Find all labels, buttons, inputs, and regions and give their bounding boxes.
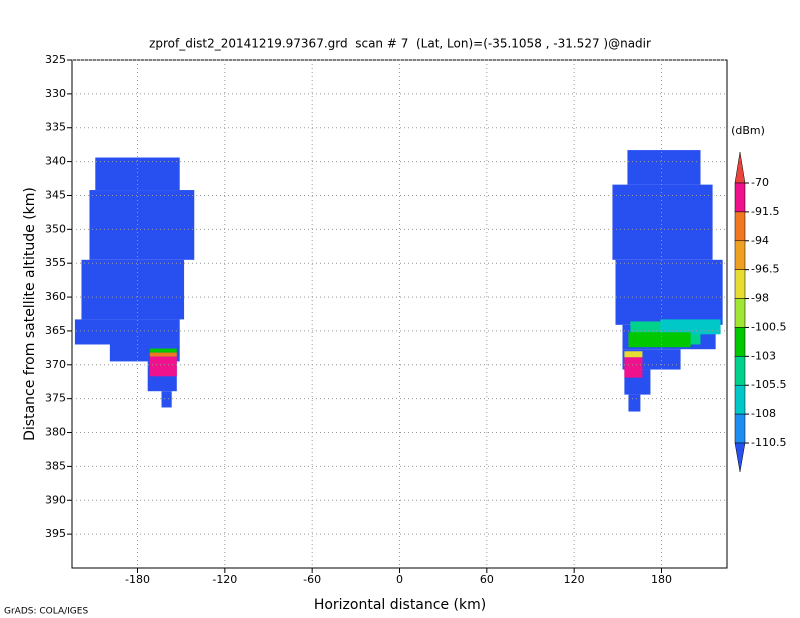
y-tick-label: 385 [45,459,66,472]
x-tick-label: 180 [651,573,672,586]
colorbar-label: (dBm) [731,124,765,137]
colorbar-segment [734,442,746,473]
y-tick-label: 380 [45,426,66,439]
cell [95,157,180,191]
colorbar-tick-label: -110.5 [751,436,786,449]
cell [660,319,721,335]
y-tick-label: 350 [45,222,66,235]
colorbar-tick-label: -105.5 [751,378,786,391]
x-tick-label: -120 [212,573,237,586]
colorbar-segment [734,151,746,184]
x-tick-label: -60 [303,573,321,586]
y-tick-label: 335 [45,121,66,134]
y-tick-label: 375 [45,392,66,405]
colorbar-tick-label: -70 [751,176,769,189]
colorbar-segment [734,211,746,242]
colorbar-tick-label: -103 [751,349,776,362]
colorbar-segment [734,356,746,386]
chart-title: zprof_dist2_20141219.97367.grd scan # 7 … [149,37,651,51]
x-tick-label: 0 [396,573,403,586]
colorbar-tick-label: -91.5 [751,205,779,218]
cell [627,150,701,185]
colorbar-tick-label: -100.5 [751,320,786,333]
colorbar-segment [734,298,746,328]
colorbar-segment [734,327,746,357]
cell [149,352,177,357]
y-tick-label: 390 [45,493,66,506]
cell [624,351,643,358]
y-tick-label: 325 [45,53,66,66]
footer: GrADS: COLA/IGES [4,607,88,617]
y-tick-label: 340 [45,155,66,168]
y-tick-label: 355 [45,256,66,269]
y-tick-label: 395 [45,527,66,540]
colorbar-tick-label: -94 [751,234,769,247]
y-tick-label: 365 [45,324,66,337]
colorbar-segment [734,240,746,270]
colorbar-segment [734,182,746,213]
colorbar-segment [734,384,746,415]
y-tick-label: 370 [45,358,66,371]
y-axis-label: Distance from satellite altitude (km) [22,187,38,441]
cell [628,394,641,412]
cell [149,356,177,377]
cell [89,190,195,260]
cell [615,259,723,325]
cell [612,184,713,260]
cell [74,319,180,345]
cell [161,391,172,408]
cell [628,332,691,348]
x-tick-label: 60 [480,573,494,586]
colorbar-tick-label: -98 [751,292,769,305]
cell [81,259,185,320]
cell [149,348,177,353]
colorbar-segment [734,269,746,299]
y-tick-label: 360 [45,290,66,303]
colorbar-tick-label: -96.5 [751,263,779,276]
y-tick-label: 330 [45,87,66,100]
x-axis-label: Horizontal distance (km) [314,597,486,613]
x-tick-label: -180 [125,573,150,586]
colorbar-segment [734,413,746,444]
x-tick-label: 120 [564,573,585,586]
colorbar-tick-label: -108 [751,407,776,420]
y-tick-label: 345 [45,188,66,201]
cell [624,357,643,378]
